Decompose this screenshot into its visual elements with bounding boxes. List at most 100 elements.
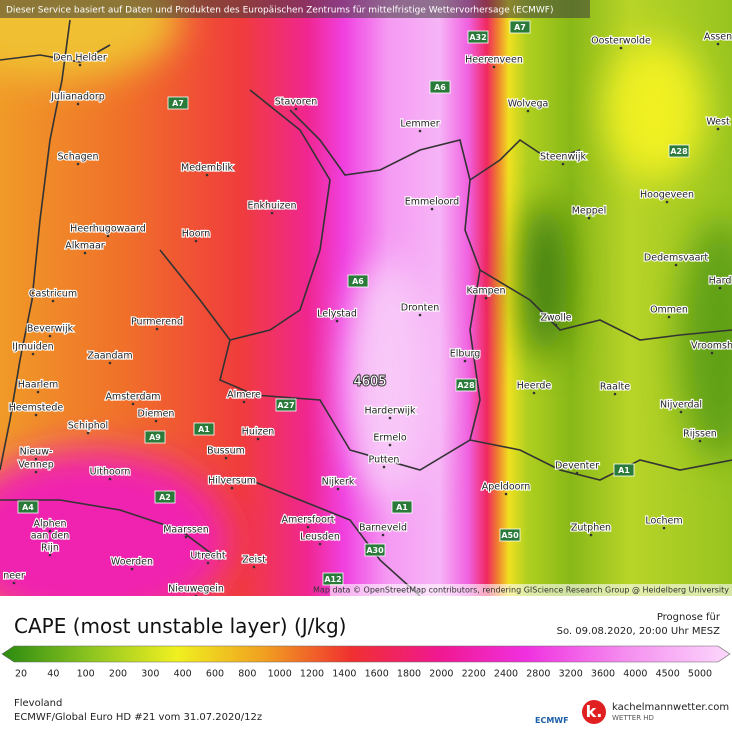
road-shield <box>167 96 189 110</box>
legend-tick-label: 1800 <box>397 669 421 680</box>
place-dot <box>34 457 38 461</box>
place-label: Barneveld <box>359 523 407 534</box>
place-label: Maarssen <box>163 525 209 536</box>
place-label: Amersfoort <box>281 515 334 526</box>
road-shield <box>668 144 690 158</box>
place-label: Elburg <box>450 349 480 360</box>
place-label: Lelystad <box>317 309 357 320</box>
place-dot <box>83 251 87 255</box>
road-shield <box>509 20 531 34</box>
colorbar: 20 40 100 200 300 400 600 800 1000 1200 1400 1600 18… <box>1 645 731 680</box>
road-label: A12 <box>324 575 341 584</box>
place-label: Lochem <box>645 516 682 527</box>
place-label: Assen <box>704 32 732 43</box>
place-label: Dronten <box>401 303 439 314</box>
place-dot <box>710 351 714 355</box>
place-dot <box>78 63 82 67</box>
place-label: Vennep <box>18 460 54 471</box>
place-label: Julianadorp <box>50 92 105 103</box>
road-label: A7 <box>172 99 184 108</box>
place-dot <box>718 286 722 290</box>
place-label: Zaandam <box>87 351 132 362</box>
road-label: A2 <box>159 493 171 502</box>
road-shield <box>154 490 176 504</box>
place-dot <box>205 173 209 177</box>
place-label: Amsterdam <box>105 392 160 403</box>
road-label: A30 <box>366 546 384 555</box>
place-dot <box>382 465 386 469</box>
place-dot <box>34 470 38 474</box>
place-dot <box>561 162 565 166</box>
place-dot <box>48 529 52 533</box>
place-dot <box>76 162 80 166</box>
place-dot <box>108 477 112 481</box>
place-label: Den Helder <box>53 53 107 64</box>
place-label: Ommen <box>650 305 688 316</box>
road-label: A1 <box>396 503 408 512</box>
ecmwf-logo: ECMWF <box>535 716 569 725</box>
place-dot <box>619 46 623 50</box>
legend-tick-label: 3600 <box>591 669 615 680</box>
attribution: Map data © OpenStreetMap contributors, r… <box>313 586 729 595</box>
place-label: aan den <box>31 531 70 542</box>
road-label: A1 <box>198 425 210 434</box>
place-dot <box>381 533 385 537</box>
place-dot <box>76 102 80 106</box>
legend-tick-label: 1600 <box>365 669 389 680</box>
place-label: Heerde <box>517 381 552 392</box>
place-label: neer <box>3 571 25 582</box>
place-dot <box>589 533 593 537</box>
place-label: Diemen <box>138 409 175 420</box>
road-label: A1 <box>618 466 630 475</box>
place-dot <box>194 239 198 243</box>
place-label: Huizen <box>242 427 275 438</box>
place-dot <box>526 109 530 113</box>
place-label: Heemstede <box>9 403 64 414</box>
forecast-time: So. 09.08.2020, 20:00 Uhr MESZ <box>556 626 720 637</box>
place-label: Lemmer <box>400 119 439 130</box>
place-dot <box>242 400 246 404</box>
road-shield <box>275 398 297 412</box>
place-label: Dedemsvaart <box>644 253 708 264</box>
place-label: Purmerend <box>131 317 183 328</box>
place-dot <box>388 416 392 420</box>
place-dot <box>194 594 198 596</box>
place-label: Bussum <box>207 446 245 457</box>
place-label: Zwolle <box>540 313 571 324</box>
legend-tick-label: 200 <box>109 669 127 680</box>
place-label: Heerenveen <box>465 55 523 66</box>
place-dot <box>484 296 488 300</box>
legend-tick-label: 40 <box>47 669 59 680</box>
road-label: A9 <box>149 433 161 442</box>
place-label: Utrecht <box>190 551 225 562</box>
place-label: Schiphol <box>68 421 108 432</box>
road-shield <box>17 500 39 514</box>
legend-tick-label: 1200 <box>300 669 324 680</box>
road-label: A7 <box>514 23 526 32</box>
road-shield <box>499 528 521 542</box>
place-dot <box>294 107 298 111</box>
place-dot <box>679 410 683 414</box>
road-label: A27 <box>277 401 294 410</box>
place-dot <box>48 334 52 338</box>
road-label: A50 <box>501 531 519 540</box>
road-shield <box>144 430 166 444</box>
legend-tick-label: 100 <box>77 669 95 680</box>
place-label: Alkmaar <box>65 241 105 252</box>
road-shield <box>364 543 386 557</box>
place-dot <box>224 456 228 460</box>
legend-tick-label: 20 <box>15 669 27 680</box>
place-dot <box>575 471 579 475</box>
place-dot <box>155 327 159 331</box>
road-label: A6 <box>434 83 446 92</box>
road-shield <box>613 463 635 477</box>
place-dot <box>532 391 536 395</box>
place-dot <box>51 299 55 303</box>
road-label: A28 <box>670 147 688 156</box>
place-dot <box>418 129 422 133</box>
place-dot <box>12 581 16 585</box>
legend-tick-label: 400 <box>174 669 192 680</box>
place-dot <box>613 392 617 396</box>
max-value: 4605 <box>353 375 386 390</box>
